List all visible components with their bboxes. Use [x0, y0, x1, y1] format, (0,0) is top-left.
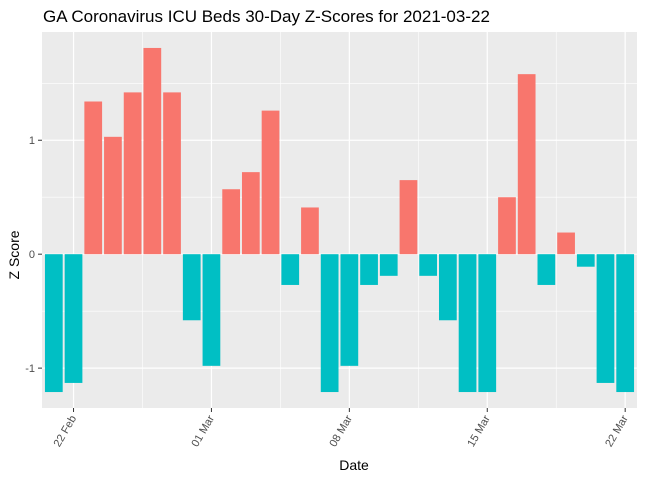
y-axis: -1 0 1 [25, 135, 42, 375]
bar [84, 101, 103, 255]
bar [320, 254, 339, 393]
bars [44, 47, 635, 393]
x-tick-label: 22 Mar [603, 413, 631, 449]
bar [44, 254, 63, 393]
bar [222, 189, 241, 255]
bar [537, 254, 556, 285]
bar [517, 74, 536, 255]
bar [281, 254, 300, 285]
y-axis-title: Z Score [6, 230, 22, 279]
bar [182, 254, 201, 321]
bar [163, 92, 181, 255]
bar [301, 207, 319, 255]
bar [104, 136, 122, 255]
bar [478, 254, 497, 393]
bar [143, 47, 162, 255]
bar [379, 254, 398, 276]
bar [123, 92, 142, 255]
x-axis: 22 Feb 01 Mar 08 Mar 15 Mar 22 Mar [52, 408, 631, 449]
bar [557, 232, 575, 255]
x-tick-label: 08 Mar [327, 413, 355, 449]
y-tick-label: -1 [25, 363, 35, 375]
bar [458, 254, 477, 393]
x-tick-label: 01 Mar [190, 413, 218, 449]
bar [241, 172, 260, 255]
bar [576, 254, 595, 267]
y-tick-label: 0 [29, 249, 35, 261]
bar [340, 254, 359, 366]
bar [202, 254, 221, 366]
y-tick-label: 1 [29, 135, 35, 147]
bar [596, 254, 615, 383]
x-tick-label: 15 Mar [465, 413, 493, 449]
chart-title: GA Coronavirus ICU Beds 30-Day Z-Scores … [43, 7, 490, 26]
bar [261, 110, 280, 255]
bar [64, 254, 83, 383]
x-tick-label: 22 Feb [52, 414, 80, 450]
bar [419, 254, 438, 276]
bar [360, 254, 378, 285]
bar [438, 254, 457, 321]
bar [399, 180, 418, 255]
bar [498, 197, 516, 255]
bar [616, 254, 635, 393]
x-axis-title: Date [339, 457, 369, 473]
